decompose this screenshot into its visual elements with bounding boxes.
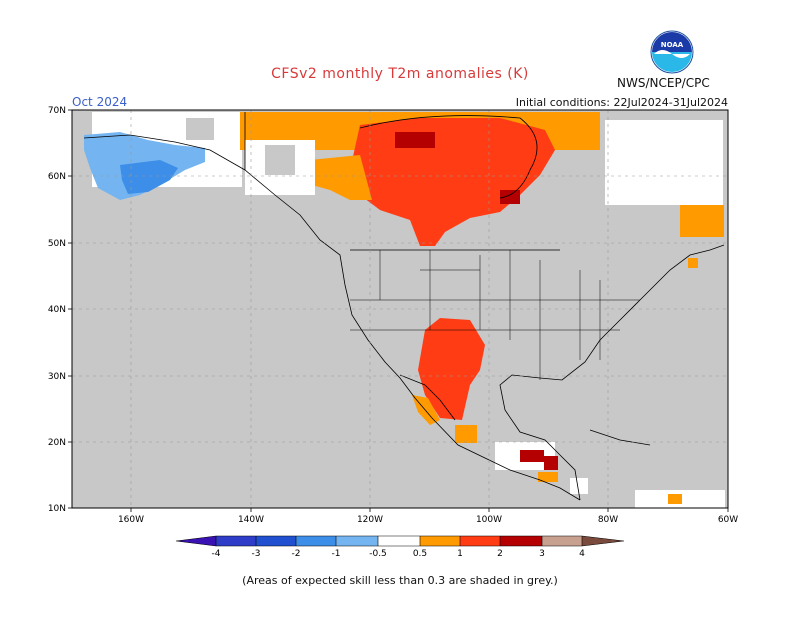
axis-ticks — [68, 109, 729, 512]
lat-label-30n: 30N — [48, 372, 66, 382]
colorbar-label: 4 — [579, 549, 585, 559]
colorbar-swatch-5 — [336, 536, 378, 546]
colorbar-swatch-4 — [296, 536, 336, 546]
lon-label-60w: 60W — [718, 515, 738, 525]
forecast-month: Oct 2024 — [72, 95, 128, 109]
lat-label-40n: 40N — [48, 305, 66, 315]
colorbar-swatch-11 — [582, 536, 624, 546]
colorbar-label: 3 — [539, 549, 545, 559]
lat-lon-grid — [72, 110, 728, 508]
colorbar-label: -4 — [212, 549, 221, 559]
colorbar-label: -3 — [252, 549, 261, 559]
colorbar-swatch-7 — [420, 536, 460, 546]
colorbar-swatch-6 — [378, 536, 420, 546]
colorbar: -4 -3 -2 -1 -0.5 0.5 1 2 3 4 — [175, 535, 625, 559]
colorbar-swatch-9 — [500, 536, 542, 546]
chart-title: CFSv2 monthly T2m anomalies (K) — [271, 66, 529, 82]
lon-label-160w: 160W — [118, 515, 144, 525]
canada-warm-region — [240, 112, 724, 268]
colorbar-label: 0.5 — [413, 549, 427, 559]
lat-label-10n: 10N — [48, 504, 66, 514]
state-boundaries — [350, 250, 640, 380]
noaa-logo-icon: NOAA — [650, 30, 694, 74]
colorbar-swatch-1 — [176, 536, 216, 546]
lon-label-140w: 140W — [238, 515, 264, 525]
colorbar-swatch-3 — [256, 536, 296, 546]
lon-label-80w: 80W — [598, 515, 618, 525]
colorbar-label: 1 — [457, 549, 463, 559]
lon-label-100w: 100W — [476, 515, 502, 525]
colorbar-swatch-10 — [542, 536, 582, 546]
lat-label-20n: 20N — [48, 438, 66, 448]
initial-conditions: Initial conditions: 22Jul2024-31Jul2024 — [515, 96, 728, 109]
colorbar-label: -2 — [292, 549, 301, 559]
colorbar-swatch-8 — [460, 536, 500, 546]
lat-label-70n: 70N — [48, 106, 66, 116]
svg-text:NOAA: NOAA — [661, 41, 684, 49]
central-america-region — [495, 442, 725, 508]
colorbar-label: -0.5 — [369, 549, 387, 559]
footnote: (Areas of expected skill less than 0.3 a… — [242, 574, 558, 587]
lon-label-120w: 120W — [357, 515, 383, 525]
colorbar-label: 2 — [497, 549, 503, 559]
agency-label: NWS/NCEP/CPC — [617, 76, 710, 90]
lat-label-50n: 50N — [48, 239, 66, 249]
coastlines — [83, 112, 725, 501]
colorbar-swatch-2 — [216, 536, 256, 546]
lat-label-60n: 60N — [48, 172, 66, 182]
alaska-region — [84, 112, 242, 200]
colorbar-label: -1 — [332, 549, 341, 559]
